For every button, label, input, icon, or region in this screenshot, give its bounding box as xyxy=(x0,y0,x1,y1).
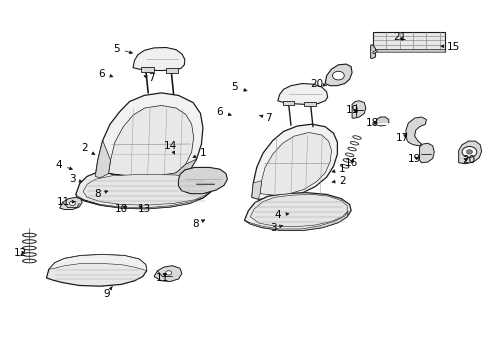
Polygon shape xyxy=(46,255,146,286)
Polygon shape xyxy=(370,45,375,58)
Text: 16: 16 xyxy=(344,158,357,168)
Text: 4: 4 xyxy=(274,210,288,220)
Polygon shape xyxy=(372,50,445,52)
Text: 3: 3 xyxy=(69,174,82,184)
Polygon shape xyxy=(244,211,347,230)
Text: 5: 5 xyxy=(113,44,132,54)
Text: 13: 13 xyxy=(137,204,151,214)
Text: 1: 1 xyxy=(331,164,345,174)
Text: 10: 10 xyxy=(115,204,127,214)
Text: 2: 2 xyxy=(331,176,345,186)
Polygon shape xyxy=(141,67,153,72)
Text: 20: 20 xyxy=(461,155,474,165)
Text: 7: 7 xyxy=(144,73,155,84)
Polygon shape xyxy=(60,197,82,210)
Text: 8: 8 xyxy=(94,189,107,199)
Text: 17: 17 xyxy=(394,132,408,143)
Polygon shape xyxy=(351,101,365,118)
Circle shape xyxy=(69,201,75,206)
Polygon shape xyxy=(260,132,331,195)
Text: 3: 3 xyxy=(270,222,282,233)
Polygon shape xyxy=(282,101,294,105)
Text: 5: 5 xyxy=(231,82,246,92)
Polygon shape xyxy=(325,64,351,86)
Polygon shape xyxy=(108,105,193,178)
Polygon shape xyxy=(405,117,426,146)
Polygon shape xyxy=(458,141,481,164)
Text: 1: 1 xyxy=(193,148,206,158)
Polygon shape xyxy=(251,124,337,200)
Text: 6: 6 xyxy=(216,107,231,117)
Text: 2: 2 xyxy=(81,143,95,154)
Text: 6: 6 xyxy=(98,69,113,79)
Circle shape xyxy=(332,71,344,80)
Polygon shape xyxy=(277,84,327,104)
Polygon shape xyxy=(76,184,214,209)
Polygon shape xyxy=(251,181,261,199)
Polygon shape xyxy=(95,93,203,186)
Text: 15: 15 xyxy=(440,42,460,52)
Polygon shape xyxy=(178,167,227,194)
Polygon shape xyxy=(419,143,433,163)
Text: 12: 12 xyxy=(14,248,27,258)
Polygon shape xyxy=(49,255,146,271)
Polygon shape xyxy=(372,50,377,54)
Text: 14: 14 xyxy=(163,141,177,154)
Text: 19: 19 xyxy=(345,105,358,115)
Polygon shape xyxy=(375,117,388,126)
Circle shape xyxy=(165,271,171,275)
Text: 7: 7 xyxy=(259,113,271,123)
Polygon shape xyxy=(76,169,214,209)
Text: 21: 21 xyxy=(392,32,406,42)
Polygon shape xyxy=(133,48,184,71)
Circle shape xyxy=(461,147,476,157)
Polygon shape xyxy=(244,193,350,230)
Text: 19: 19 xyxy=(407,154,421,164)
Polygon shape xyxy=(304,102,315,106)
Polygon shape xyxy=(108,159,196,181)
Polygon shape xyxy=(372,32,444,50)
Text: 11: 11 xyxy=(57,197,76,207)
Text: 4: 4 xyxy=(55,160,72,170)
Text: 11: 11 xyxy=(155,273,169,283)
Text: 18: 18 xyxy=(365,118,379,128)
Polygon shape xyxy=(154,266,182,282)
Polygon shape xyxy=(95,140,110,178)
Polygon shape xyxy=(165,68,178,73)
Text: 9: 9 xyxy=(103,287,112,300)
Text: 8: 8 xyxy=(192,219,204,229)
Polygon shape xyxy=(250,194,346,227)
Text: 20: 20 xyxy=(310,78,325,89)
Circle shape xyxy=(466,150,471,154)
Polygon shape xyxy=(83,174,210,205)
